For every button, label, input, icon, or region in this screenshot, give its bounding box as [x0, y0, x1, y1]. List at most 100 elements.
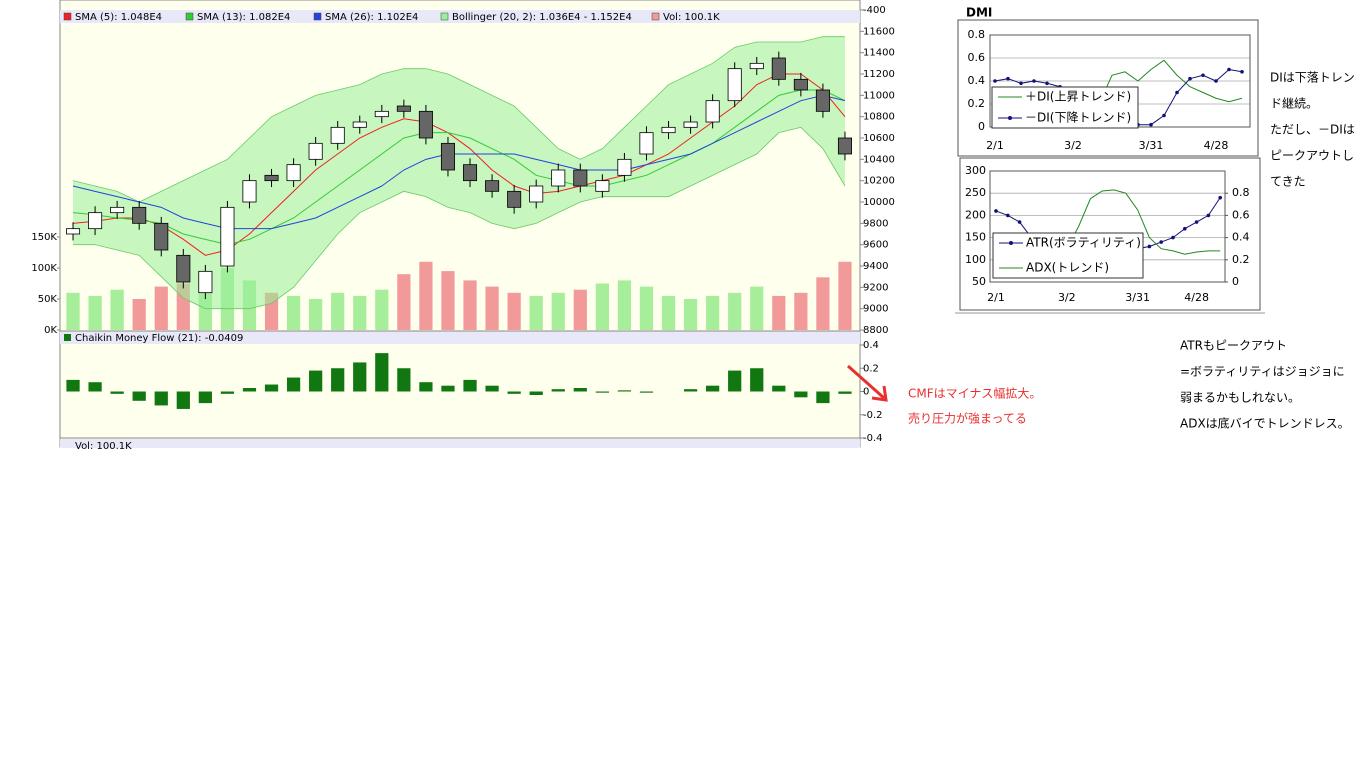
x-tick-label: 2/1 — [986, 139, 1004, 152]
volume-bar — [772, 295, 786, 330]
cmf-bar — [309, 370, 323, 392]
note-line: ピークアウトし — [1270, 149, 1354, 163]
volume-bar — [507, 292, 521, 330]
cmf-bar — [728, 370, 742, 392]
note-line: =ボラティリティはジョジョに — [1180, 365, 1345, 379]
price-tick-label: 9600 — [863, 240, 888, 251]
candle-body — [374, 110, 389, 118]
candle-body — [418, 110, 433, 139]
y-tick-label: 250 — [965, 186, 986, 199]
series-marker — [1183, 226, 1187, 231]
y2-tick-label: 0.8 — [1232, 186, 1250, 199]
volume-bar — [529, 295, 543, 330]
note-line: ただし、－DIは — [1270, 123, 1355, 137]
candle-body — [110, 206, 125, 214]
volume-bar — [66, 292, 80, 330]
cmf-title: Chaikin Money Flow (21): -0.0409 — [75, 333, 243, 344]
volume-bar — [661, 295, 676, 330]
cmf-bar — [88, 382, 102, 392]
note-line: てきた — [1270, 175, 1306, 189]
cmf-bar — [639, 391, 654, 393]
volume-bar — [838, 261, 852, 330]
candle-body — [749, 62, 764, 70]
vol-header — [60, 439, 860, 448]
volume-bar — [331, 292, 345, 330]
candle-body — [264, 174, 279, 182]
candle-body — [198, 270, 213, 294]
cmf-bar — [794, 391, 808, 398]
legend-label: SMA (13): 1.082E4 — [197, 12, 290, 23]
series-marker — [1006, 76, 1010, 81]
price-tick-label: 10200 — [863, 176, 895, 187]
cmf-bar — [375, 353, 389, 392]
candle-body — [88, 212, 103, 230]
cmf-bar — [110, 391, 124, 394]
volume-tick-label: 0K — [44, 325, 57, 336]
legend-marker — [1008, 116, 1012, 120]
cmf-bar — [816, 391, 830, 404]
series-marker — [1175, 90, 1179, 95]
legend-label: Vol: 100.1K — [663, 12, 720, 23]
volume-bar — [441, 271, 455, 330]
series-marker — [994, 209, 998, 213]
legend-label: ADX(トレンド) — [1026, 261, 1109, 275]
series-marker — [1227, 67, 1231, 72]
note-line: ド継続。 — [1270, 96, 1318, 111]
y2-tick-label: 0.2 — [1232, 253, 1250, 266]
price-tick-label: 11000 — [863, 90, 895, 101]
bollinger-lower — [73, 126, 846, 310]
candle-body — [815, 89, 830, 112]
candle-body — [66, 228, 81, 235]
legend-swatch — [651, 12, 660, 21]
cmf-tick-label: 0 — [863, 387, 869, 398]
legend-label: ＋DI(上昇トレンド) — [1025, 90, 1131, 104]
volume-bar — [573, 289, 587, 330]
volume-bar — [309, 299, 323, 330]
y-tick-label: 200 — [965, 208, 986, 221]
cmf-bar — [529, 391, 543, 395]
cmf-bar — [595, 391, 609, 393]
y-tick-label: 50 — [972, 275, 986, 288]
plot-frame — [989, 170, 1226, 283]
legend-label: ATR(ボラティリティ) — [1026, 236, 1141, 250]
candle-body — [308, 142, 323, 160]
volume-bar — [463, 280, 477, 330]
cmf-tick-label: -0.2 — [863, 410, 883, 421]
volume-bar — [353, 295, 367, 330]
y-tick-label: 0 — [978, 120, 985, 133]
series-marker — [1017, 220, 1022, 224]
cmf-bar — [331, 368, 345, 392]
candle-body — [154, 222, 169, 251]
volume-bar — [595, 283, 609, 330]
candle-body — [727, 68, 742, 102]
note-line: ADXは底バイでトレンドレス。 — [1180, 416, 1350, 431]
legend-label: Bollinger (20, 2): 1.036E4 - 1.152E4 — [452, 12, 632, 23]
candle-body — [551, 169, 566, 187]
series-marker — [1218, 195, 1222, 200]
candle-body — [683, 121, 698, 128]
cmf-bar — [463, 379, 477, 392]
volume-bar — [551, 292, 565, 330]
cmf-bar — [617, 390, 632, 392]
volume-bar — [683, 299, 698, 330]
candle-body — [705, 100, 720, 123]
cmf-tick-label: 0.4 — [863, 340, 879, 351]
y-tick-label: 0.2 — [968, 97, 986, 110]
legend-swatch — [63, 12, 72, 21]
series-marker — [1206, 213, 1211, 218]
series-marker — [1147, 244, 1152, 249]
bollinger-upper — [72, 36, 845, 203]
cmf-bar — [750, 368, 764, 392]
cmf-bar — [706, 385, 720, 392]
price-tick-label: 11400 — [863, 48, 895, 59]
price-tick-label: 11600 — [863, 26, 895, 37]
volume-bar — [154, 286, 168, 330]
cmf-bar — [264, 384, 279, 392]
x-tick-label: 3/31 — [1125, 291, 1150, 304]
cmf-bar — [419, 382, 433, 392]
series-marker — [1019, 81, 1023, 86]
y-tick-label: 100 — [965, 253, 986, 266]
legend-label: SMA (5): 1.048E4 — [75, 12, 162, 23]
vol-footer: Vol: 100.1K — [75, 441, 132, 452]
